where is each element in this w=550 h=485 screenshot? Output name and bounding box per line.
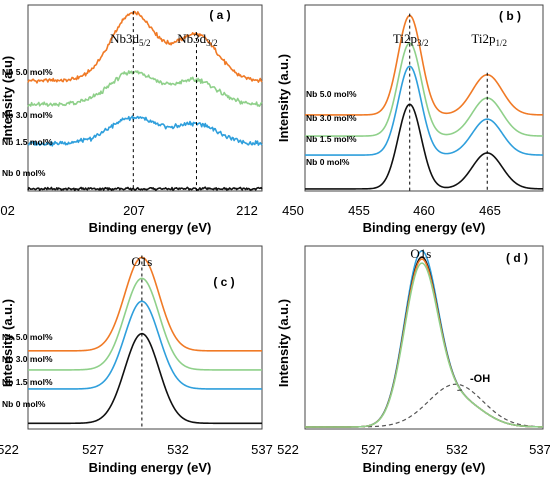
series-label: Nb 1.5 mol% — [2, 137, 53, 147]
x-tick-label: 202 — [0, 203, 15, 218]
series-line — [305, 256, 544, 428]
panel-label: ( a ) — [209, 8, 230, 22]
x-axis-label: Binding energy (eV) — [89, 220, 212, 235]
chart-panel-3: O1s ( c ) Nb 5.0 mol% Nb 3.0 mol% Nb 1.5 mol… — [0, 245, 273, 475]
x-tick-label: 527 — [82, 442, 104, 457]
series-label: Nb 3.0 mol% — [2, 354, 53, 364]
x-tick-label: 522 — [277, 442, 299, 457]
series-line — [28, 332, 262, 425]
series-line — [305, 258, 544, 428]
series-line — [305, 42, 544, 137]
series-line — [305, 65, 544, 156]
series-line — [28, 256, 262, 352]
x-axis-label: Binding energy (eV) — [363, 220, 486, 235]
x-tick-label: 465 — [479, 203, 501, 218]
series-line — [305, 262, 544, 428]
y-axis-label: Intensity (a.u) — [0, 56, 15, 141]
annotation-label: -OH — [470, 373, 490, 385]
series-line — [27, 10, 263, 84]
x-tick-label: 537 — [251, 442, 273, 457]
chart-panel-1: Nb3d5/2 Nb3d3/2 ( a ) Nb 5.0 mol% Nb 3.0 mol… — [0, 4, 263, 235]
series-label: Nb 5.0 mol% — [306, 89, 357, 99]
chart-panel-2: Ti2p3/2 Ti2p1/2 ( b ) Nb 5.0 mol% Nb 3.0 mol… — [276, 4, 544, 235]
x-axis-label: Binding energy (eV) — [89, 460, 212, 475]
x-tick-label: 212 — [236, 203, 258, 218]
series-line — [305, 103, 544, 190]
series-line — [27, 70, 263, 108]
x-axis-label: Binding energy (eV) — [363, 460, 486, 475]
peak-label: O1s — [410, 246, 431, 261]
series-label: Nb 5.0 mol% — [2, 67, 53, 77]
series-label: Nb 3.0 mol% — [306, 113, 357, 123]
x-tick-label: 527 — [361, 442, 383, 457]
x-tick-label: 455 — [348, 203, 370, 218]
x-tick-label: 522 — [0, 442, 19, 457]
series-line — [305, 250, 544, 428]
panel-label: ( b ) — [499, 9, 521, 23]
series-line — [305, 383, 544, 428]
peak-label: O1s — [131, 254, 152, 269]
panel-label: ( c ) — [213, 275, 234, 289]
peak-label: Ti2p3/2 — [393, 31, 429, 48]
y-axis-label: Intensity (a.u.) — [0, 299, 15, 387]
x-tick-label: 537 — [529, 442, 550, 457]
series-line — [27, 186, 263, 192]
x-tick-label: 532 — [446, 442, 468, 457]
series-label: Nb 0 mol% — [306, 157, 350, 167]
chart-panel-4: O1s ( d ) 522 527 532 537 Binding energy (eV) I… — [276, 245, 550, 475]
series-line — [305, 14, 544, 116]
y-axis-label: Intensity (a.u.) — [276, 299, 291, 387]
series-label: Nb 1.5 mol% — [2, 377, 53, 387]
x-tick-label: 207 — [123, 203, 145, 218]
peak-label: Nb3d3/2 — [177, 31, 217, 48]
series-label: Nb 0 mol% — [2, 399, 46, 409]
series-line — [27, 115, 263, 147]
x-tick-label: 450 — [282, 203, 304, 218]
series-label: Nb 5.0 mol% — [2, 332, 53, 342]
peak-label: Nb3d5/2 — [110, 31, 150, 48]
series-line — [28, 277, 262, 371]
plot-frame — [304, 245, 544, 430]
peak-label: Ti2p1/2 — [471, 31, 507, 48]
series-line — [28, 300, 262, 390]
x-tick-label: 460 — [413, 203, 435, 218]
plot-frame — [27, 4, 263, 192]
plot-frame — [304, 4, 544, 192]
x-tick-label: 532 — [167, 442, 189, 457]
plot-frame — [27, 245, 263, 430]
y-axis-label: Intensity (a.u.) — [276, 54, 291, 142]
panel-label: ( d ) — [506, 251, 528, 265]
series-label: Nb 1.5 mol% — [306, 134, 357, 144]
series-label: Nb 3.0 mol% — [2, 110, 53, 120]
series-label: Nb 0 mol% — [2, 168, 46, 178]
